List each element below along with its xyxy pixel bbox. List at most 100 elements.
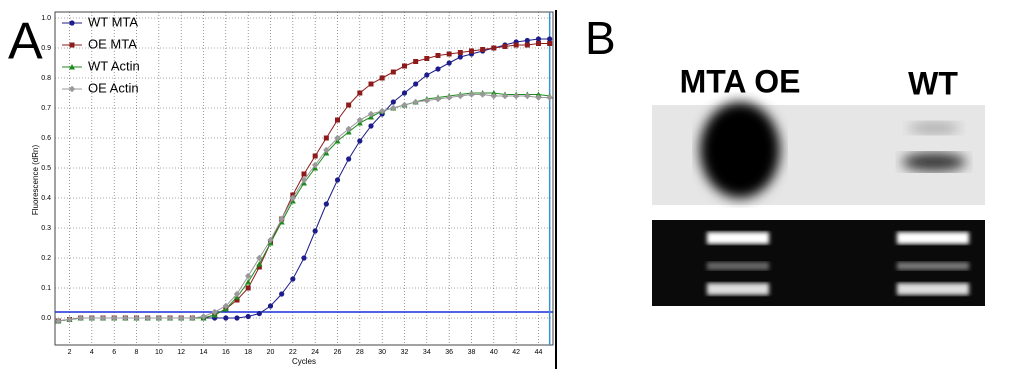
gel-band bbox=[897, 232, 969, 244]
gel-band bbox=[897, 262, 969, 270]
y-tick-label: 0.3 bbox=[41, 225, 51, 232]
data-point bbox=[491, 46, 496, 51]
x-tick-label: 12 bbox=[177, 349, 185, 356]
data-point bbox=[246, 314, 251, 319]
x-tick-label: 28 bbox=[356, 349, 364, 356]
y-tick-label: 0.4 bbox=[41, 195, 51, 202]
data-point bbox=[368, 123, 373, 128]
data-point bbox=[480, 47, 485, 52]
data-point bbox=[279, 291, 284, 296]
y-axis-label: Fluorescence (dRn) bbox=[31, 145, 40, 216]
blot-band bbox=[700, 102, 780, 198]
data-point bbox=[447, 60, 452, 65]
data-point bbox=[335, 118, 340, 123]
blot-band bbox=[908, 122, 960, 134]
data-point bbox=[69, 20, 74, 25]
x-tick-label: 18 bbox=[244, 349, 252, 356]
data-point bbox=[525, 43, 530, 48]
data-point bbox=[346, 156, 351, 161]
data-point bbox=[313, 228, 318, 233]
x-tick-label: 24 bbox=[311, 349, 319, 356]
x-tick-label: 22 bbox=[289, 349, 297, 356]
x-tick-label: 16 bbox=[222, 349, 230, 356]
data-point bbox=[324, 201, 329, 206]
lane-label: WT bbox=[908, 65, 958, 101]
x-tick-label: 34 bbox=[423, 349, 431, 356]
x-tick-label: 36 bbox=[445, 349, 453, 356]
x-tick-label: 42 bbox=[512, 349, 520, 356]
data-point bbox=[335, 177, 340, 182]
y-tick-label: 0.0 bbox=[41, 315, 51, 322]
x-tick-label: 4 bbox=[90, 349, 94, 356]
data-point bbox=[69, 86, 75, 92]
gel-band bbox=[707, 232, 769, 244]
data-point bbox=[302, 172, 307, 177]
data-point bbox=[234, 315, 239, 320]
data-point bbox=[513, 93, 519, 99]
data-point bbox=[301, 255, 306, 260]
data-point bbox=[402, 90, 407, 95]
x-tick-label: 30 bbox=[378, 349, 386, 356]
x-tick-label: 2 bbox=[68, 349, 72, 356]
data-point bbox=[380, 76, 385, 81]
y-tick-label: 0.2 bbox=[41, 255, 51, 262]
y-tick-label: 0.9 bbox=[41, 45, 51, 52]
figure: A Fluorescence (dRn) Cycles B MTA OE WT … bbox=[0, 0, 1015, 369]
data-point bbox=[391, 99, 396, 104]
data-point bbox=[257, 311, 262, 316]
y-tick-label: 0.7 bbox=[41, 105, 51, 112]
y-tick-label: 1.0 bbox=[41, 15, 51, 22]
data-point bbox=[502, 44, 507, 49]
panel-label: A bbox=[8, 13, 43, 71]
data-point bbox=[525, 38, 530, 43]
y-tick-label: 0.6 bbox=[41, 135, 51, 142]
legend-label: WT Actin bbox=[88, 58, 140, 73]
data-point bbox=[268, 303, 273, 308]
legend-label: WT MTA bbox=[88, 14, 138, 29]
data-point bbox=[357, 138, 362, 143]
data-point bbox=[391, 70, 396, 75]
data-point bbox=[536, 41, 541, 46]
data-point bbox=[458, 54, 463, 59]
x-tick-label: 20 bbox=[267, 349, 275, 356]
data-point bbox=[524, 93, 530, 99]
x-axis-label: Cycles bbox=[292, 357, 316, 366]
data-point bbox=[514, 43, 519, 48]
series-line bbox=[58, 93, 549, 321]
data-point bbox=[313, 154, 318, 159]
series-line bbox=[58, 95, 549, 322]
panel-label: B bbox=[585, 12, 616, 64]
data-point bbox=[223, 315, 228, 320]
blot-band bbox=[902, 153, 966, 171]
x-tick-label: 14 bbox=[200, 349, 208, 356]
x-tick-label: 38 bbox=[468, 349, 476, 356]
x-tick-label: 8 bbox=[135, 349, 139, 356]
x-tick-label: 26 bbox=[334, 349, 342, 356]
gel-band bbox=[707, 283, 769, 295]
data-point bbox=[435, 53, 440, 58]
data-point bbox=[357, 91, 362, 96]
gel-band bbox=[897, 283, 969, 295]
page: {"chart_data": {"type": "line", "panel_l… bbox=[0, 0, 1015, 374]
data-point bbox=[468, 91, 474, 97]
data-point bbox=[424, 72, 429, 77]
data-point bbox=[447, 52, 452, 57]
y-tick-label: 0.8 bbox=[41, 75, 51, 82]
data-point bbox=[547, 36, 552, 41]
lane-label: MTA OE bbox=[680, 63, 801, 99]
legend-label: OE Actin bbox=[88, 80, 139, 95]
x-tick-label: 10 bbox=[155, 349, 163, 356]
data-point bbox=[536, 36, 541, 41]
data-point bbox=[435, 66, 440, 71]
data-point bbox=[246, 286, 251, 291]
data-point bbox=[547, 41, 552, 46]
data-point bbox=[424, 56, 429, 61]
data-point bbox=[290, 276, 295, 281]
data-point bbox=[413, 59, 418, 64]
data-point bbox=[413, 81, 418, 86]
y-tick-label: 0.1 bbox=[41, 285, 51, 292]
data-point bbox=[479, 91, 485, 97]
data-point bbox=[458, 50, 463, 55]
data-point bbox=[70, 43, 75, 48]
x-tick-label: 6 bbox=[112, 349, 116, 356]
